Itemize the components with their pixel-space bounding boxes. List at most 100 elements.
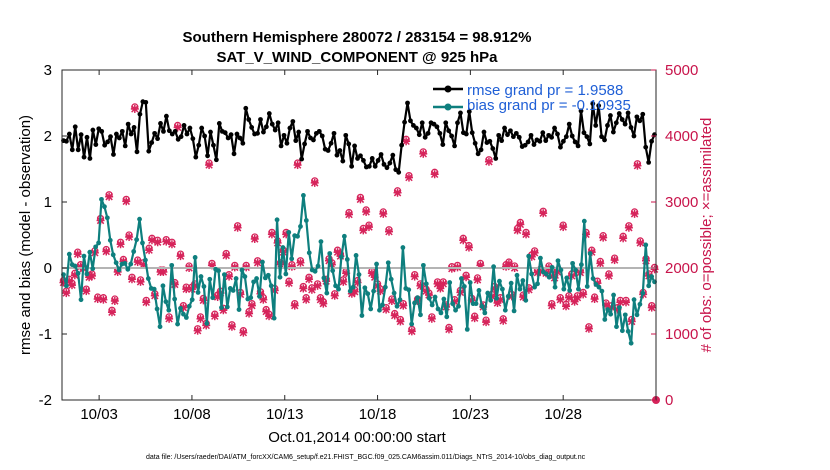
obs-assimilated-marker [302,295,311,304]
obs-assimilated-marker [564,293,573,302]
obs-assimilated-marker [73,250,82,259]
rmse-point [146,148,152,154]
bias-point [423,281,429,287]
bias-point [441,296,447,302]
bias-point [520,278,526,283]
obs-assimilated-marker [579,290,588,299]
rmse-point [243,105,249,111]
rmse-point [599,134,604,140]
rmse-point [487,138,493,144]
bias-point [459,276,464,281]
bias-point [134,237,140,243]
rmse-point [452,143,457,149]
obs-assimilated-marker [530,248,539,257]
rmse-point [481,129,487,135]
bias-point [301,193,306,198]
obs-assimilated-marker [165,314,174,323]
plot-frame [61,69,657,401]
obs-assimilated-marker [522,230,531,239]
bias-point [96,240,101,246]
rmse-point [466,109,472,114]
obs-assimilated-marker [516,220,525,229]
obs-assimilated-marker [245,309,254,318]
bias-point [432,294,438,300]
bias-point [151,286,157,292]
rmse-point [458,110,463,116]
bias-point [306,250,312,256]
bias-point [426,295,432,301]
bias-point [461,284,467,289]
bias-point [362,285,368,291]
rmse-point [361,158,366,163]
bias-point [543,271,549,277]
legend-bias-label: bias grand pr = -0.10935 [467,97,631,114]
bias-point [181,311,186,317]
rmse-point [522,142,528,148]
rmse-point [625,110,631,116]
bias-point [412,300,417,306]
x-axis: 10/03 10/08 10/13 10/18 10/23 10/28 [80,70,582,423]
obs-assimilated-marker [122,197,131,206]
rmse-point [610,129,616,135]
rmse-point [608,113,613,118]
bias-point [321,275,327,281]
rmse-point [640,111,646,117]
rmse-point [199,125,205,131]
bias-point [365,291,371,297]
bias-point [514,272,520,278]
bias-point [517,286,523,292]
bias-point [128,261,134,267]
rmse-point [375,158,381,163]
rmse-point [266,111,272,116]
obs-assimilated-marker [125,232,134,241]
bias-point [631,297,637,303]
bias-point [450,301,456,307]
obs-assimilated-marker [222,251,231,260]
obs-assimilated-marker [464,243,473,252]
bias-point [233,276,239,281]
x-axis-label: Oct.01,2014 00:00:00 start [268,429,446,446]
bias-point [558,267,564,273]
rmse-point [128,131,134,137]
bias-point [646,283,652,289]
bias-point [643,242,649,248]
legend-rmse-label: rmse grand pr = 1.9588 [467,82,623,99]
rmse-point [305,128,310,134]
obs-assimilated-marker [547,301,556,310]
rmse-point [537,138,543,144]
rmse-point [111,152,116,157]
bias-point [210,295,216,301]
obs-assimilated-marker [247,301,256,310]
bias-point [198,274,204,279]
obs-assimilated-marker [604,271,613,280]
obs-assimilated-marker [287,262,296,271]
rmse-point [616,111,622,116]
rmse-point [340,158,346,164]
bias-point [590,276,596,281]
obs-assimilated-marker [402,137,411,146]
obs-assimilated-marker [622,298,631,307]
bias-point [614,324,619,330]
obs-assimilated-marker [439,279,448,288]
bias-point [295,233,300,239]
bias-point [564,275,570,281]
x-tick-label: 10/03 [80,406,118,423]
y-axis-left: -2 -1 0 1 2 3 [39,62,67,409]
obs-assimilated-marker [130,104,139,113]
bias-point [207,276,213,282]
obs-assimilated-marker [379,209,388,218]
obs-assimilated-marker [110,297,119,305]
obs-assimilated-marker [387,297,396,305]
obs-assimilated-marker [105,192,114,201]
bias-point [107,237,113,243]
obs-assimilated-marker [142,298,151,307]
bias-point [567,288,573,293]
rmse-point [543,138,549,144]
obs-assimilated-marker [362,207,371,216]
bias-point [499,286,505,292]
rmse-point [555,131,560,137]
rmse-point [272,127,278,133]
bias-point [596,284,602,290]
bias-point [268,283,274,289]
